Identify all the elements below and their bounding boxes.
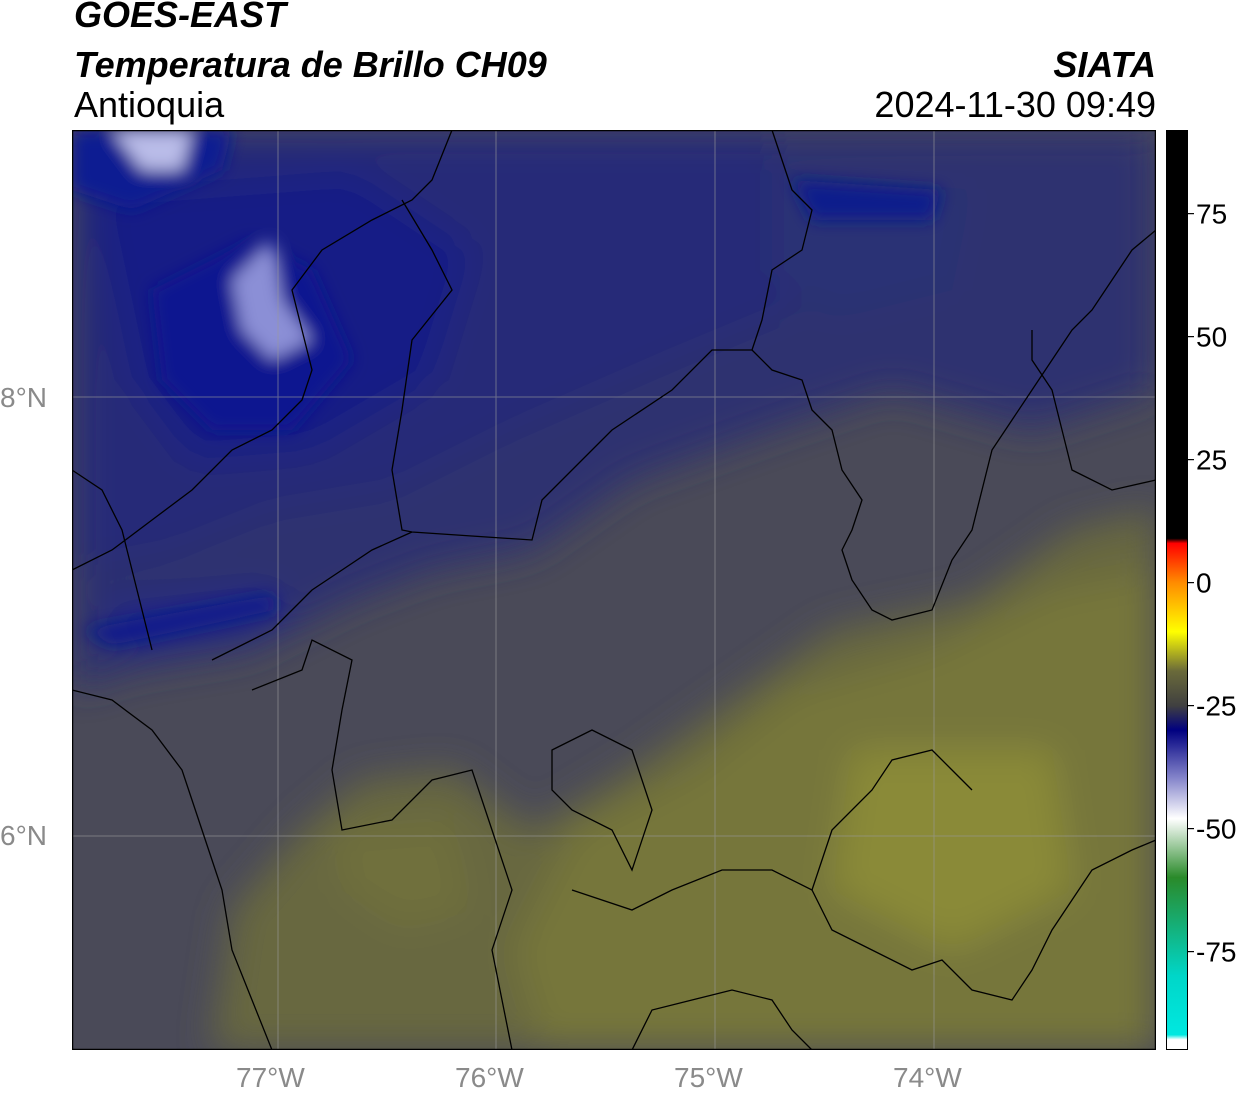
lon-label-75w: 75°W xyxy=(674,1062,743,1093)
lat-label-8n: 8°N xyxy=(0,382,47,413)
lon-label-76w: 76°W xyxy=(455,1062,524,1093)
satellite-title: GOES-EAST xyxy=(74,0,287,35)
region-label: Antioquia xyxy=(74,84,225,125)
graticule xyxy=(72,130,1156,1050)
department-borders xyxy=(72,130,1156,1050)
map-frame xyxy=(72,130,1156,1050)
very-cold-cores xyxy=(72,130,942,645)
warm-surface-layer xyxy=(212,510,1156,1050)
colorbar-tick-label: 25 xyxy=(1196,445,1227,476)
lat-label-6n: 6°N xyxy=(0,820,47,851)
lon-label-77w: 77°W xyxy=(236,1062,305,1093)
temperature-colorbar: 75 50 25 0 -25 -50 -75 xyxy=(1166,130,1236,1050)
colorbar-gradient xyxy=(1166,130,1188,1050)
colorbar-tick-label: 50 xyxy=(1196,322,1227,353)
agency-label: SIATA xyxy=(1053,44,1156,85)
colorbar-tick-label: -50 xyxy=(1196,814,1236,845)
lon-label-74w: 74°W xyxy=(893,1062,962,1093)
colorbar-tick-label: 75 xyxy=(1196,199,1227,230)
timestamp-label: 2024-11-30 09:49 xyxy=(874,84,1156,125)
colorbar-tick-label: -75 xyxy=(1196,937,1236,968)
colorbar-tick-label: -25 xyxy=(1196,691,1236,722)
product-title: Temperatura de Brillo CH09 xyxy=(74,44,547,85)
colorbar-tick-label: 0 xyxy=(1196,568,1212,599)
brightness-temperature-map xyxy=(72,130,1156,1050)
